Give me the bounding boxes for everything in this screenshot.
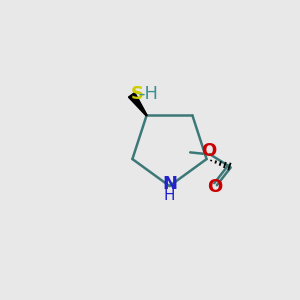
Text: O: O [207, 178, 222, 196]
Polygon shape [128, 92, 147, 116]
Text: O: O [201, 142, 216, 160]
Text: N: N [162, 175, 177, 193]
Text: H: H [164, 188, 175, 202]
Text: S: S [130, 85, 143, 103]
Text: -H: -H [138, 85, 158, 103]
